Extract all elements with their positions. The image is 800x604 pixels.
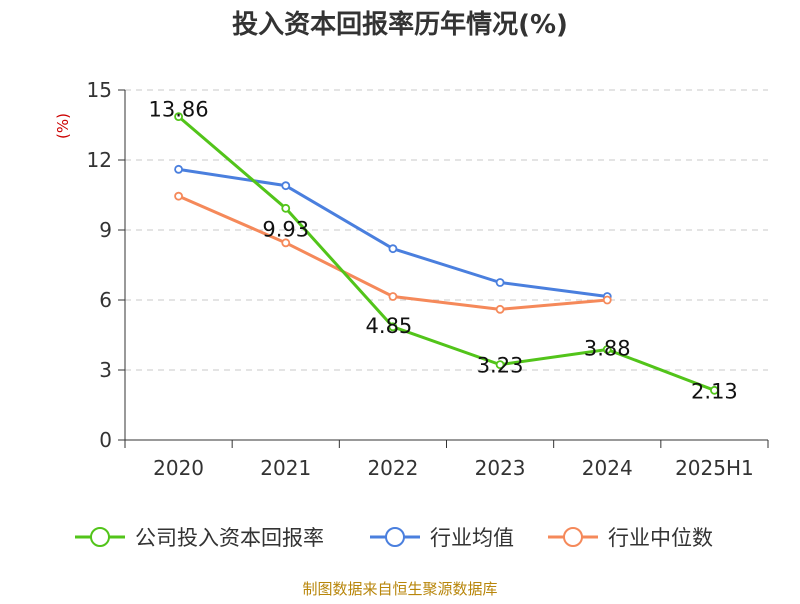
x-tick-label-4: 2024 <box>582 456 633 480</box>
series-2-point-4 <box>602 295 612 305</box>
grid <box>125 89 768 371</box>
legend-label-2: 行业中位数 <box>608 526 713 550</box>
series-1-point-0 <box>174 164 183 174</box>
data-label-1: 9.93 <box>262 217 309 241</box>
data-label-5: 2.13 <box>691 379 738 403</box>
legend-marker-2 <box>563 527 583 547</box>
x-tick-label-3: 2023 <box>475 456 526 480</box>
series-1-point-1 <box>281 181 291 191</box>
x-tick-label-0: 2020 <box>153 456 204 480</box>
series-1 <box>174 164 612 301</box>
series-0 <box>174 112 719 395</box>
series-0-point-0 <box>174 112 183 121</box>
x-tick-label-1: 2021 <box>260 456 311 480</box>
y-axis-unit: (%) <box>54 113 72 139</box>
series-2 <box>174 191 612 314</box>
x-tick-label-2: 2022 <box>367 456 418 480</box>
y-tick-label-4: 12 <box>87 148 112 172</box>
axes: 0 3 6 9 12 15 2020 2021 2022 2023 2024 2025H1 <box>87 78 769 480</box>
legend-item-1: 行业均值 <box>370 526 514 550</box>
legend-marker-0 <box>90 527 110 547</box>
legend-label-1: 行业均值 <box>430 526 514 550</box>
series-2-point-3 <box>495 304 505 314</box>
series-1-point-2 <box>388 244 398 254</box>
source-note: 制图数据来自恒生聚源数据库 <box>302 580 497 598</box>
series-line-0 <box>177 115 715 392</box>
chart-title: 投入资本回报率历年情况(%) <box>232 9 568 40</box>
data-label-2: 4.85 <box>366 314 413 338</box>
data-label-0: 13.86 <box>149 98 209 122</box>
y-tick-label-1: 3 <box>99 358 112 382</box>
series-0-point-5 <box>710 385 719 395</box>
series-line-1 <box>178 167 608 298</box>
series-layer <box>174 112 719 395</box>
legend: 公司投入资本回报率 行业均值 行业中位数 <box>75 526 713 550</box>
data-labels: 13.86 9.93 4.85 3.23 3.88 2.13 <box>149 98 738 404</box>
series-0-point-2 <box>388 322 398 332</box>
data-label-3: 3.23 <box>477 354 524 378</box>
legend-item-0: 公司投入资本回报率 <box>75 526 324 550</box>
legend-item-2: 行业中位数 <box>548 526 713 550</box>
legend-label-0: 公司投入资本回报率 <box>135 526 324 550</box>
y-tick-label-5: 15 <box>87 78 112 102</box>
series-2-point-1 <box>281 238 291 248</box>
series-0-point-1 <box>281 203 291 213</box>
series-0-point-4 <box>602 345 612 354</box>
y-tick-label-0: 0 <box>99 428 112 452</box>
x-tick-label-5: 2025H1 <box>675 456 754 480</box>
legend-marker-1 <box>385 527 405 547</box>
data-label-4: 3.88 <box>584 336 631 360</box>
series-2-point-2 <box>388 292 398 301</box>
y-tick-label-2: 6 <box>99 288 112 312</box>
series-0-point-3 <box>495 360 505 370</box>
series-2-point-0 <box>174 191 183 201</box>
series-1-point-3 <box>495 278 505 287</box>
y-tick-label-3: 9 <box>99 218 112 242</box>
